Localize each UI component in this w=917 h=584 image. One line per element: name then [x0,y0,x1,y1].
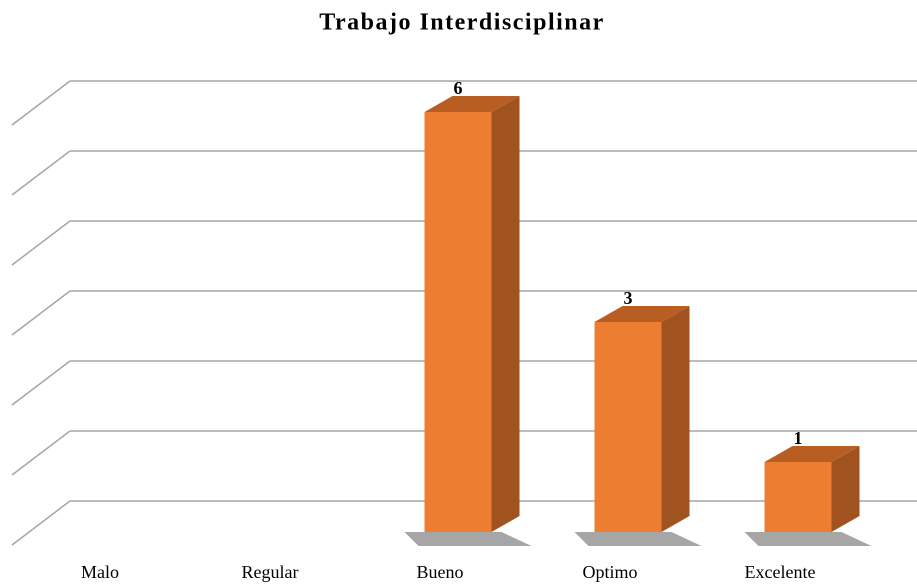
bar-shadow [574,532,702,546]
data-label: 1 [794,428,803,448]
bar-side [831,446,860,532]
grid-line-depth [11,430,71,476]
bar-shadow [404,532,532,546]
bar-side [491,96,520,532]
chart-title: Trabajo Interdisciplinar [319,10,605,36]
x-tick-label: Regular [242,562,299,582]
bar [424,112,492,532]
bar [594,322,662,532]
grid-line-depth [11,500,71,546]
grid-line-depth [11,360,71,406]
x-tick-label: Optimo [582,562,637,582]
grid-line-depth [11,150,71,196]
x-tick-label: Malo [81,562,119,582]
bar-top [424,96,520,112]
grid-line-depth [11,80,71,126]
data-label: 3 [624,288,633,308]
x-tick-label: Excelente [745,562,816,582]
bar [764,462,832,532]
grid-line-depth [11,290,71,336]
x-tick-label: Bueno [417,562,464,582]
grid-line-depth [11,220,71,266]
bar-shadow [744,532,872,546]
data-label: 6 [454,78,463,98]
bar-side [661,306,690,532]
bar-top [594,306,690,322]
bar-top [764,446,860,462]
